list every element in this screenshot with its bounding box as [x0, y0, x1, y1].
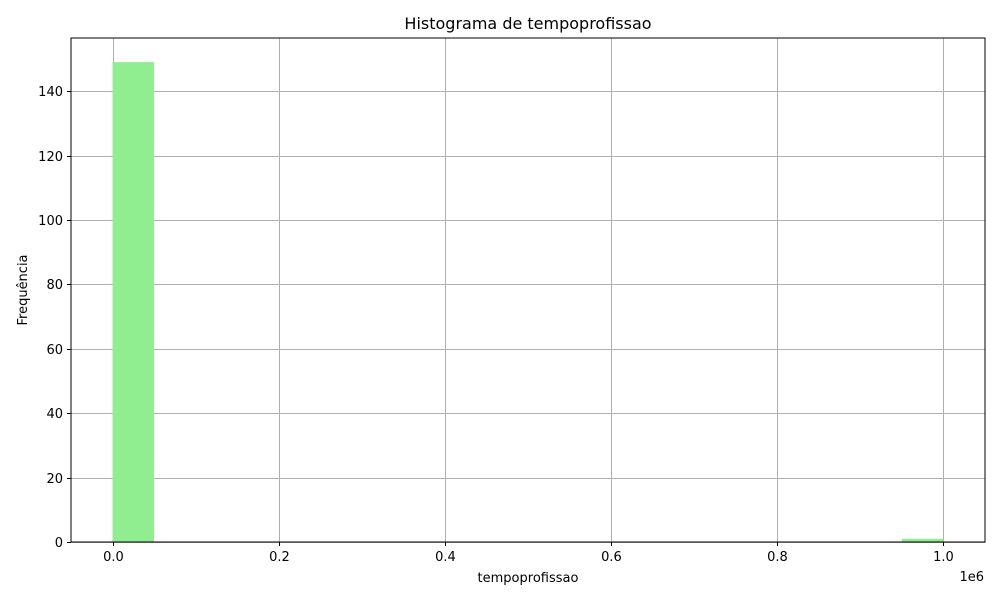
y-tick-label: 20	[46, 472, 63, 487]
y-tick-label: 40	[46, 407, 63, 422]
histogram-bar	[901, 538, 944, 542]
axis-ticks: 0.0 0.2 0.4 0.6 0.8 1.0 0 20 40 60 80 100 120 140	[38, 85, 954, 565]
x-tick-label: 0.8	[767, 550, 788, 565]
x-tick-label: 0.6	[601, 550, 622, 565]
chart-title: Histograma de tempoprofissao	[404, 14, 651, 33]
y-tick-label: 120	[38, 150, 63, 165]
y-tick-label: 100	[38, 214, 63, 229]
x-tick-label: 1.0	[933, 550, 954, 565]
x-tick-label: 0.4	[435, 550, 456, 565]
plot-area-frame	[70, 37, 986, 543]
histogram-bar	[112, 62, 155, 543]
x-tick-label: 0.2	[269, 550, 290, 565]
y-tick-label: 60	[46, 343, 63, 358]
bars	[112, 62, 944, 543]
grid	[71, 38, 985, 543]
x-tick-label: 0.0	[103, 550, 124, 565]
x-axis-label: tempoprofissao	[478, 571, 579, 586]
y-tick-label: 0	[55, 536, 63, 551]
x-axis-scale-label: 1e6	[959, 570, 984, 585]
y-tick-label: 140	[38, 85, 63, 100]
y-axis-label: Frequência	[16, 254, 31, 325]
y-tick-label: 80	[46, 278, 63, 293]
